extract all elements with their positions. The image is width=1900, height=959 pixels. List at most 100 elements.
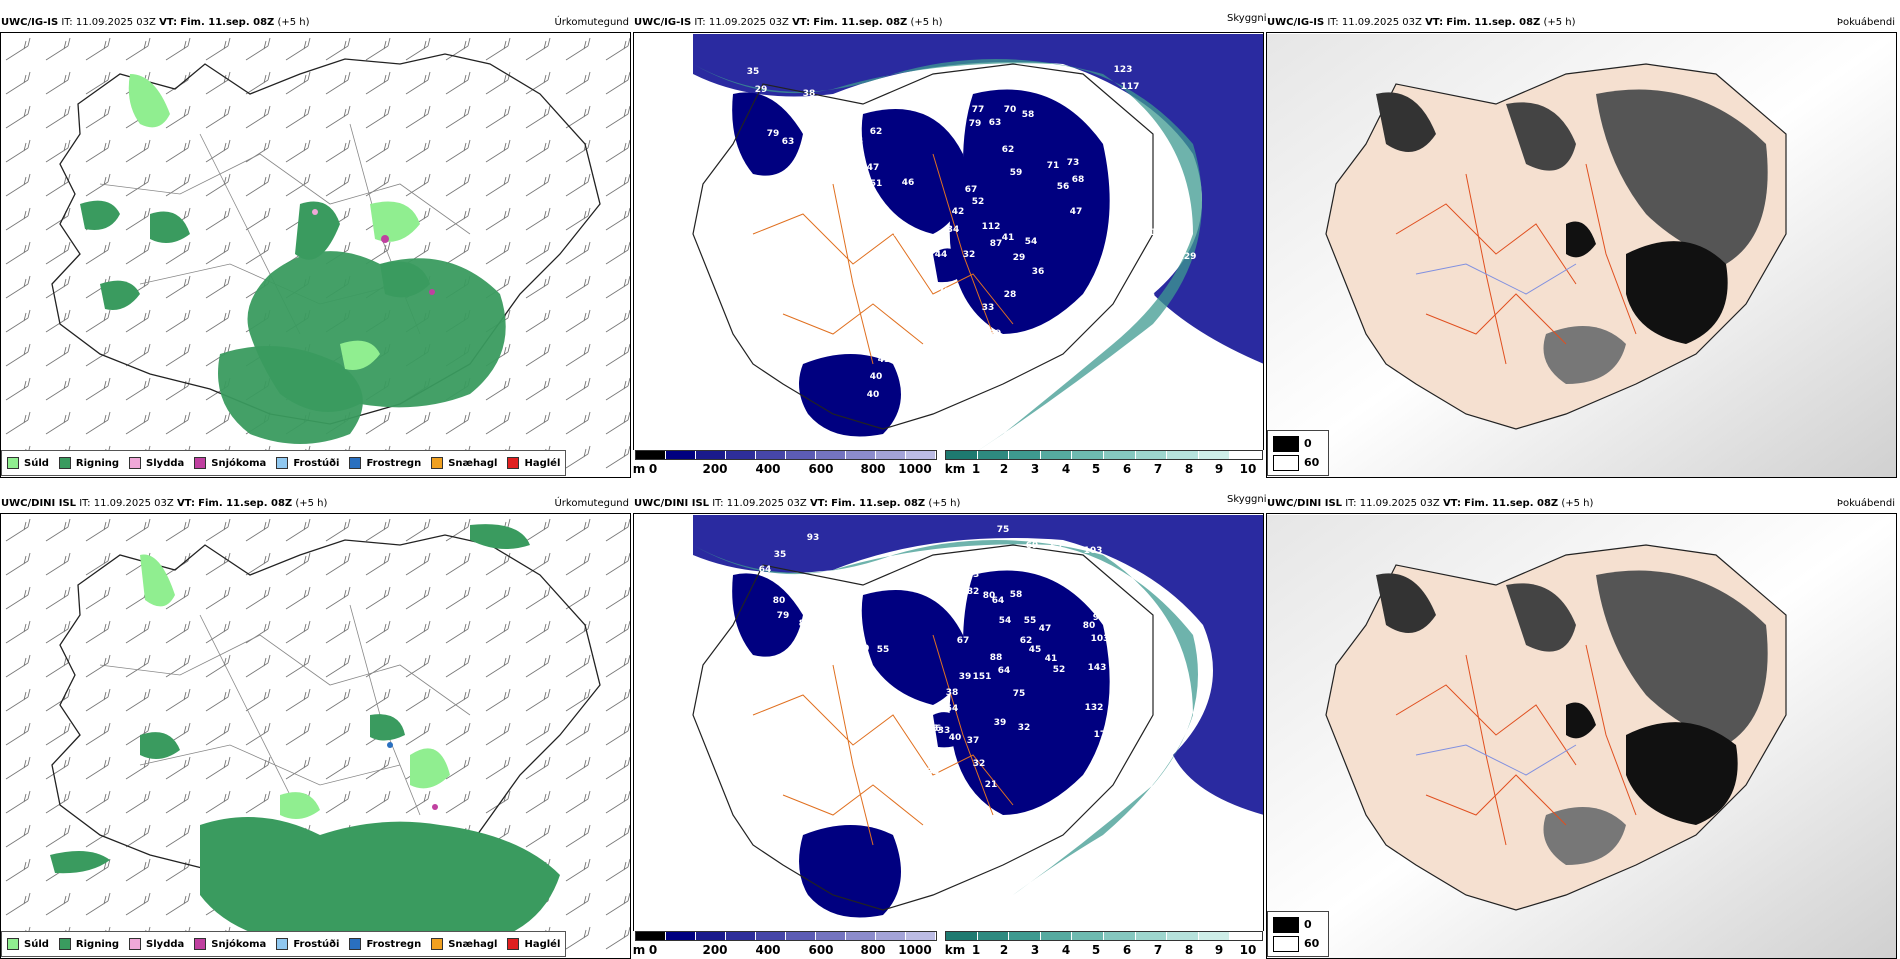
ceiling-height-label: 35 [774, 550, 787, 560]
ceiling-height-label: 61 [1045, 564, 1058, 574]
ceiling-height-label: 80 [1083, 621, 1096, 631]
ceiling-height-label: 38 [946, 688, 959, 698]
ceiling-height-label: 29 [989, 329, 1002, 339]
ceiling-height-label: 47 [1070, 207, 1083, 217]
legend-swatch [194, 938, 207, 950]
panel-title: Þokuábendi [1836, 498, 1895, 509]
ceiling-height-label: 64 [998, 666, 1011, 676]
ceiling-height-label: 36 [1032, 267, 1045, 277]
ceiling-height-label: 62 [1050, 543, 1063, 553]
ceiling-height-label: 51 [870, 179, 883, 189]
fog-index-panel-bottom: UWC/DINI ISL IT: 11.09.2025 03Z VT: Fim.… [1266, 495, 1897, 959]
ceiling-height-label: 40 [867, 390, 880, 400]
legend-item: Snæhagl [431, 457, 497, 469]
legend-swatch [507, 457, 520, 469]
precip-legend: Súld Rigning Slydda Snjókoma Frostúði Fr… [1, 450, 567, 476]
legend-swatch-black [1273, 436, 1299, 452]
panel-title: Úrkomutegund [554, 17, 629, 28]
run-info-header: UWC/DINI ISL IT: 11.09.2025 03Z VT: Fim.… [1267, 498, 1594, 509]
ceiling-height-label: 45 [1029, 645, 1042, 655]
run-info-header: UWC/IG-IS IT: 11.09.2025 03Z VT: Fim. 11… [1267, 17, 1576, 28]
ceiling-height-label: 42 [952, 207, 965, 217]
legend-item: Frostregn [349, 938, 421, 950]
ceiling-height-label: 40 [870, 372, 883, 382]
legend-swatch [349, 938, 362, 950]
ceiling-height-label: 58 [1022, 110, 1035, 120]
ceiling-colorbar [635, 931, 937, 941]
ceiling-height-label: 52 [1053, 665, 1066, 675]
legend-swatch [349, 457, 362, 469]
ceiling-height-label: 97 [835, 121, 848, 131]
ceiling-colorbar [635, 450, 937, 460]
ceiling-height-label: 34 [947, 225, 960, 235]
run-info-header: UWC/IG-IS IT: 11.09.2025 03Z VT: Fim. 11… [634, 17, 943, 28]
ceiling-height-label: 64 [759, 565, 772, 575]
ceiling-height-label: 92 [1093, 613, 1106, 623]
legend-swatch [129, 938, 142, 950]
ceiling-height-label: 21 [878, 810, 891, 820]
legend-item: Haglél [507, 457, 560, 469]
ceiling-height-label: 46 [878, 823, 891, 833]
legend-item: Súld [7, 457, 49, 469]
ceiling-height-label: 75 [1013, 689, 1026, 699]
run-info-header: UWC/DINI ISL IT: 11.09.2025 03Z VT: Fim.… [1, 498, 328, 509]
visibility-colorbar [945, 450, 1263, 460]
ceiling-height-label: 33 [927, 767, 940, 777]
ceiling-height-label: 103 [1091, 634, 1110, 644]
ceiling-height-label: 45 [878, 355, 891, 365]
ceiling-height-label: 62 [870, 127, 883, 137]
ceiling-height-label: 67 [957, 636, 970, 646]
run-info-header: UWC/DINI ISL IT: 11.09.2025 03Z VT: Fim.… [634, 498, 961, 509]
ceiling-height-label: 71 [1047, 161, 1060, 171]
legend-swatch [194, 457, 207, 469]
legend-swatch [129, 457, 142, 469]
colorbars: m 0 200 400 600 800 1000 km 1 2 3 4 5 6 … [633, 931, 1264, 959]
fog-index-map[interactable] [1266, 515, 1897, 959]
ceiling-height-label: 62 [1020, 636, 1033, 646]
ceiling-height-label: 69 [1026, 541, 1039, 551]
ceiling-height-label: 32 [1018, 723, 1031, 733]
ceiling-height-label: 71 [938, 287, 951, 297]
ceiling-height-label: 52 [972, 197, 985, 207]
ceiling-height-label: 77 [972, 105, 985, 115]
precip-map[interactable] [0, 515, 631, 959]
ceiling-height-label: 90 [927, 245, 940, 255]
legend-item: Frostregn [349, 457, 421, 469]
ceiling-height-label: 29 [1013, 253, 1026, 263]
ceiling-height-label: 40 [949, 733, 962, 743]
legend-item: Frostúði [276, 457, 339, 469]
ceiling-height-label: 22 [918, 704, 931, 714]
panel-title: Skyggni [1227, 494, 1267, 505]
ceiling-height-label: 73 [1067, 158, 1080, 168]
ceiling-height-label: 62 [949, 787, 962, 797]
ceiling-height-label: 39 [959, 672, 972, 682]
ceiling-height-label: 33 [938, 726, 951, 736]
ceiling-height-label: 79 [969, 119, 982, 129]
ceiling-height-label: 63 [782, 137, 795, 147]
ceiling-height-label: 55 [1024, 616, 1037, 626]
ceiling-height-label: 59 [1010, 168, 1023, 178]
ceiling-height-label: 88 [990, 653, 1003, 663]
fog-legend: 0 60 [1267, 430, 1329, 476]
ceiling-height-label: 46 [929, 724, 942, 734]
colorbars: m 0 200 400 600 800 1000 km 1 2 3 4 5 6 … [633, 450, 1264, 478]
ceiling-height-label: 54 [999, 616, 1012, 626]
ceiling-height-label: 38 [803, 89, 816, 99]
legend-swatch [507, 938, 520, 950]
legend-swatch-black [1273, 917, 1299, 933]
precip-type-panel-bottom: UWC/DINI ISL IT: 11.09.2025 03Z VT: Fim.… [0, 495, 631, 959]
ceiling-height-label: 79 [991, 82, 1004, 92]
ceiling-height-label: 28 [1004, 290, 1017, 300]
ceiling-height-label: 112 [982, 222, 1001, 232]
legend-swatch [58, 938, 71, 950]
ceiling-height-label: 42 [791, 590, 804, 600]
precip-map[interactable] [0, 34, 631, 478]
fog-index-map[interactable] [1266, 34, 1897, 478]
panel-title: Skyggni [1227, 13, 1267, 24]
ceiling-height-label: 80 [983, 591, 996, 601]
ceiling-height-label: 117 [1121, 82, 1140, 92]
ceiling-height-label: 70 [1004, 105, 1017, 115]
legend-item: Slydda [129, 938, 184, 950]
